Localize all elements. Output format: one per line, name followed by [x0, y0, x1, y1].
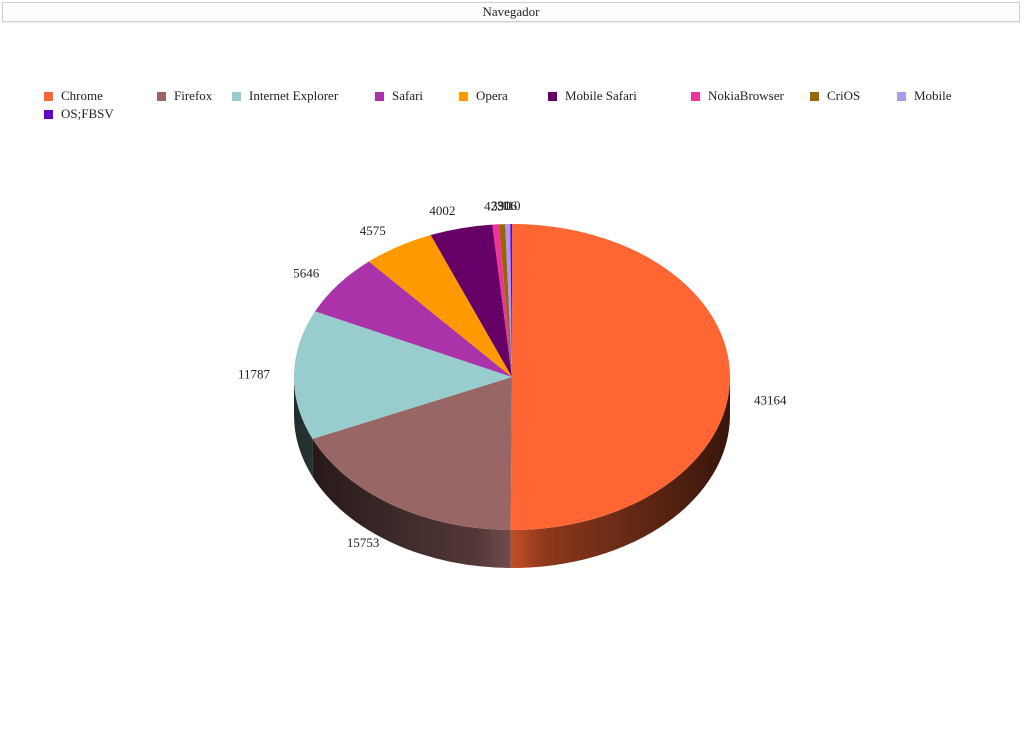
legend-item[interactable]: Mobile — [897, 88, 952, 104]
pie-slice[interactable] — [492, 224, 512, 377]
pie-slice-side — [312, 438, 511, 568]
legend-label: Mobile — [914, 88, 952, 103]
legend-swatch — [44, 91, 53, 101]
pie-slice[interactable] — [312, 377, 512, 530]
legend-item[interactable]: CriOS — [810, 88, 860, 104]
pie-slice[interactable] — [368, 235, 512, 377]
legend-label: Mobile Safari — [565, 88, 637, 103]
legend-swatch — [459, 91, 468, 101]
legend-swatch — [691, 91, 700, 101]
legend-item[interactable]: Chrome — [44, 88, 103, 104]
legend-swatch — [157, 91, 166, 101]
legend-label: Internet Explorer — [249, 88, 339, 103]
slice-value-label: 15753 — [347, 535, 380, 550]
legend-item[interactable]: Safari — [375, 88, 423, 104]
pie-slice[interactable] — [510, 224, 512, 377]
legend-swatch — [232, 91, 241, 101]
legend-item[interactable]: NokiaBrowser — [691, 88, 784, 104]
legend-swatch — [897, 91, 906, 101]
slice-value-label: 5646 — [293, 266, 320, 281]
slice-value-label: 390 — [491, 198, 511, 213]
slice-value-label: 43164 — [754, 392, 787, 407]
pie-slice[interactable] — [505, 224, 512, 377]
pie-slice[interactable] — [510, 224, 731, 530]
legend-item[interactable]: Mobile Safari — [548, 88, 637, 104]
pie-slice[interactable] — [499, 224, 512, 377]
legend-swatch — [810, 91, 819, 101]
legend-label: Chrome — [61, 88, 103, 103]
slice-value-label: 316 — [498, 198, 518, 213]
legend-label: Opera — [476, 88, 508, 103]
legend-label: OS;FBSV — [61, 106, 114, 121]
slice-value-label: 4002 — [429, 203, 455, 218]
legend-label: CriOS — [827, 88, 861, 103]
legend-label: Firefox — [174, 88, 213, 103]
slice-value-label: 423 — [484, 198, 504, 213]
chart-title: Navegador — [482, 4, 540, 19]
pie-slice[interactable] — [315, 261, 512, 377]
legend-item[interactable]: Internet Explorer — [232, 88, 338, 104]
legend-item[interactable]: OS;FBSV — [44, 106, 114, 122]
slice-value-label: 110 — [502, 198, 521, 213]
legend-label: NokiaBrowser — [708, 88, 784, 103]
legend-label: Safari — [392, 88, 424, 103]
chart-title-bar: Navegador — [2, 2, 1020, 22]
legend-swatch — [375, 91, 384, 101]
legend-swatch — [44, 109, 53, 119]
legend-item[interactable]: Firefox — [157, 88, 212, 104]
pie-slice[interactable] — [430, 224, 512, 377]
slice-value-label: 4575 — [360, 223, 386, 238]
pie-slice-side — [510, 377, 730, 568]
slice-value-label: 11787 — [238, 367, 271, 382]
legend-swatch — [548, 91, 557, 101]
pie-slice-side — [294, 377, 313, 477]
legend-item[interactable]: Opera — [459, 88, 508, 104]
pie-slice[interactable] — [294, 311, 512, 439]
